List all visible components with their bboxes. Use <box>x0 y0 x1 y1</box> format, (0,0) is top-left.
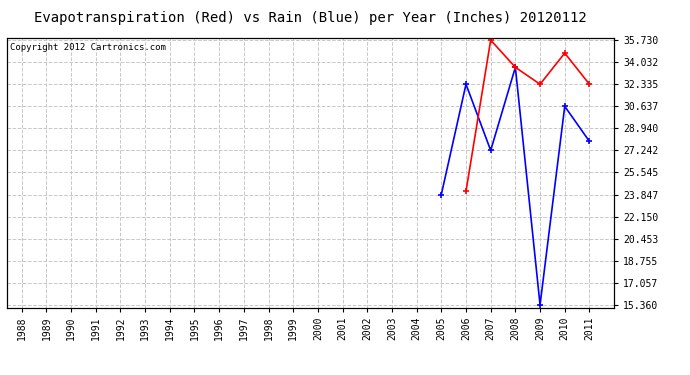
Text: Evapotranspiration (Red) vs Rain (Blue) per Year (Inches) 20120112: Evapotranspiration (Red) vs Rain (Blue) … <box>34 11 587 25</box>
Text: Copyright 2012 Cartronics.com: Copyright 2012 Cartronics.com <box>10 43 166 52</box>
